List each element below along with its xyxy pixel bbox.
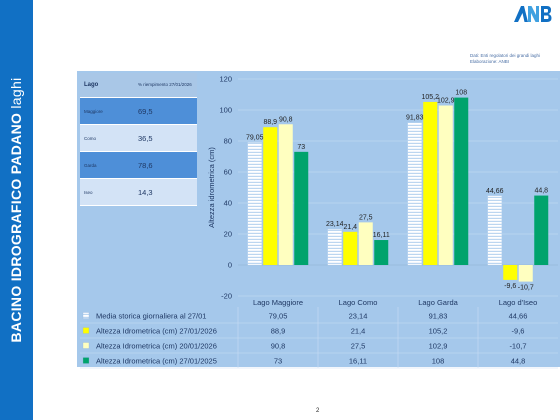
- category-label: Lago Maggiore: [253, 298, 303, 307]
- legend-swatch: [82, 312, 90, 319]
- bar: [407, 122, 422, 266]
- legend-value: 79,05: [269, 312, 288, 321]
- data-label: 16,11: [373, 232, 390, 239]
- source-note: Dati: Enti regolatori dei grandi laghi E…: [470, 53, 540, 65]
- bar: [534, 195, 549, 265]
- data-label: 91,83: [406, 115, 424, 122]
- table-header-row: Lago % riempimento 27/01/2026: [80, 73, 197, 98]
- data-label: 27,5: [359, 214, 373, 221]
- table-row: Como 36,5: [80, 124, 197, 152]
- legend-value: 88,9: [271, 327, 286, 336]
- y-tick-label: 60: [224, 168, 232, 177]
- table-header-lake: Lago: [80, 73, 134, 98]
- legend-swatch: [82, 357, 90, 364]
- bar: [358, 222, 373, 265]
- source-line: Dati: Enti regolatori dei grandi laghi: [470, 53, 541, 58]
- legend-value: 44,8: [511, 357, 526, 366]
- data-label: 90,8: [279, 116, 293, 123]
- table-cell-lake: Garda: [80, 151, 134, 179]
- data-label: 23,14: [326, 221, 344, 228]
- data-label: 88,9: [263, 119, 277, 126]
- legend-series-name: Altezza Idrometrica (cm) 27/01/2025: [96, 357, 217, 366]
- data-label: 44,8: [534, 188, 548, 195]
- data-label: -9,6: [504, 283, 516, 290]
- page-number: 2: [316, 408, 320, 414]
- bar: [454, 97, 469, 265]
- legend-value: 102,9: [429, 342, 448, 351]
- legend-value: -10,7: [509, 342, 526, 351]
- y-tick-label: 0: [228, 261, 232, 270]
- bar: [374, 240, 389, 265]
- data-label: 79,05: [246, 134, 264, 141]
- table-row: Maggiore 69,5: [80, 97, 197, 125]
- legend-value: 27,5: [351, 342, 366, 351]
- category-label: Lago Como: [339, 298, 378, 307]
- filling-table: Lago % riempimento 27/01/2026 Maggiore 6…: [80, 73, 197, 206]
- legend-swatch: [82, 342, 90, 349]
- anbi-logo: [514, 6, 552, 22]
- y-tick-label: 20: [224, 230, 232, 239]
- bar: [327, 228, 342, 266]
- table-cell-fill: 69,5: [134, 97, 197, 125]
- legend-value: 73: [274, 357, 282, 366]
- legend-value: 91,83: [429, 312, 448, 321]
- legend-value: 21,4: [351, 327, 366, 336]
- y-axis-label: Altezza idrometrica (cm): [207, 147, 216, 228]
- side-band: [0, 0, 33, 420]
- data-label: 21,4: [343, 224, 357, 231]
- bar: [263, 127, 278, 265]
- table-cell-fill: 36,5: [134, 124, 197, 152]
- source-line: Elaborazione: ANBI: [470, 59, 510, 64]
- y-tick-label: 40: [224, 199, 232, 208]
- y-tick-label: 80: [224, 137, 232, 146]
- bar: [247, 142, 262, 266]
- bar: [294, 151, 309, 265]
- category-label: Lago Garda: [418, 298, 458, 307]
- bar: [518, 265, 533, 282]
- legend-value: 90,8: [271, 342, 286, 351]
- legend-series-name: Altezza Idrometrica (cm) 27/01/2026: [96, 327, 217, 336]
- legend-value: 105,2: [429, 327, 448, 336]
- table-cell-fill: 14,3: [134, 178, 197, 206]
- data-label: 108: [455, 90, 467, 97]
- table-row: Iseo 14,3: [80, 178, 197, 206]
- bar: [423, 101, 438, 265]
- bar: [343, 231, 358, 265]
- data-label: 44,66: [486, 188, 504, 195]
- table-cell-lake: Como: [80, 124, 134, 152]
- table-header-fill: % riempimento 27/01/2026: [134, 73, 197, 98]
- table-cell-lake: Maggiore: [80, 97, 134, 125]
- data-label: 105,2: [421, 94, 439, 101]
- bar: [438, 105, 453, 265]
- data-label: 102,9: [437, 98, 455, 105]
- y-tick-label: 100: [219, 106, 232, 115]
- bar: [487, 195, 502, 266]
- legend-value: 108: [432, 357, 445, 366]
- bar: [503, 265, 518, 280]
- legend-value: 44,66: [509, 312, 528, 321]
- table-row: Garda 78,6: [80, 151, 197, 179]
- y-tick-label: -20: [221, 292, 232, 301]
- bar: [278, 124, 293, 265]
- legend-swatch: [82, 327, 90, 334]
- category-label: Lago d'Iseo: [499, 298, 538, 307]
- table-cell-lake: Iseo: [80, 178, 134, 206]
- legend-series-name: Altezza Idrometrica (cm) 20/01/2026: [96, 342, 217, 351]
- legend-value: -9,6: [512, 327, 525, 336]
- legend-value: 16,11: [349, 357, 367, 366]
- y-tick-label: 120: [219, 75, 232, 84]
- legend-series-name: Media storica giornaliera al 27/01: [96, 312, 206, 321]
- data-label: 73: [297, 144, 305, 151]
- table-cell-fill: 78,6: [134, 151, 197, 179]
- legend-value: 23,14: [349, 312, 368, 321]
- data-label: -10,7: [518, 285, 534, 292]
